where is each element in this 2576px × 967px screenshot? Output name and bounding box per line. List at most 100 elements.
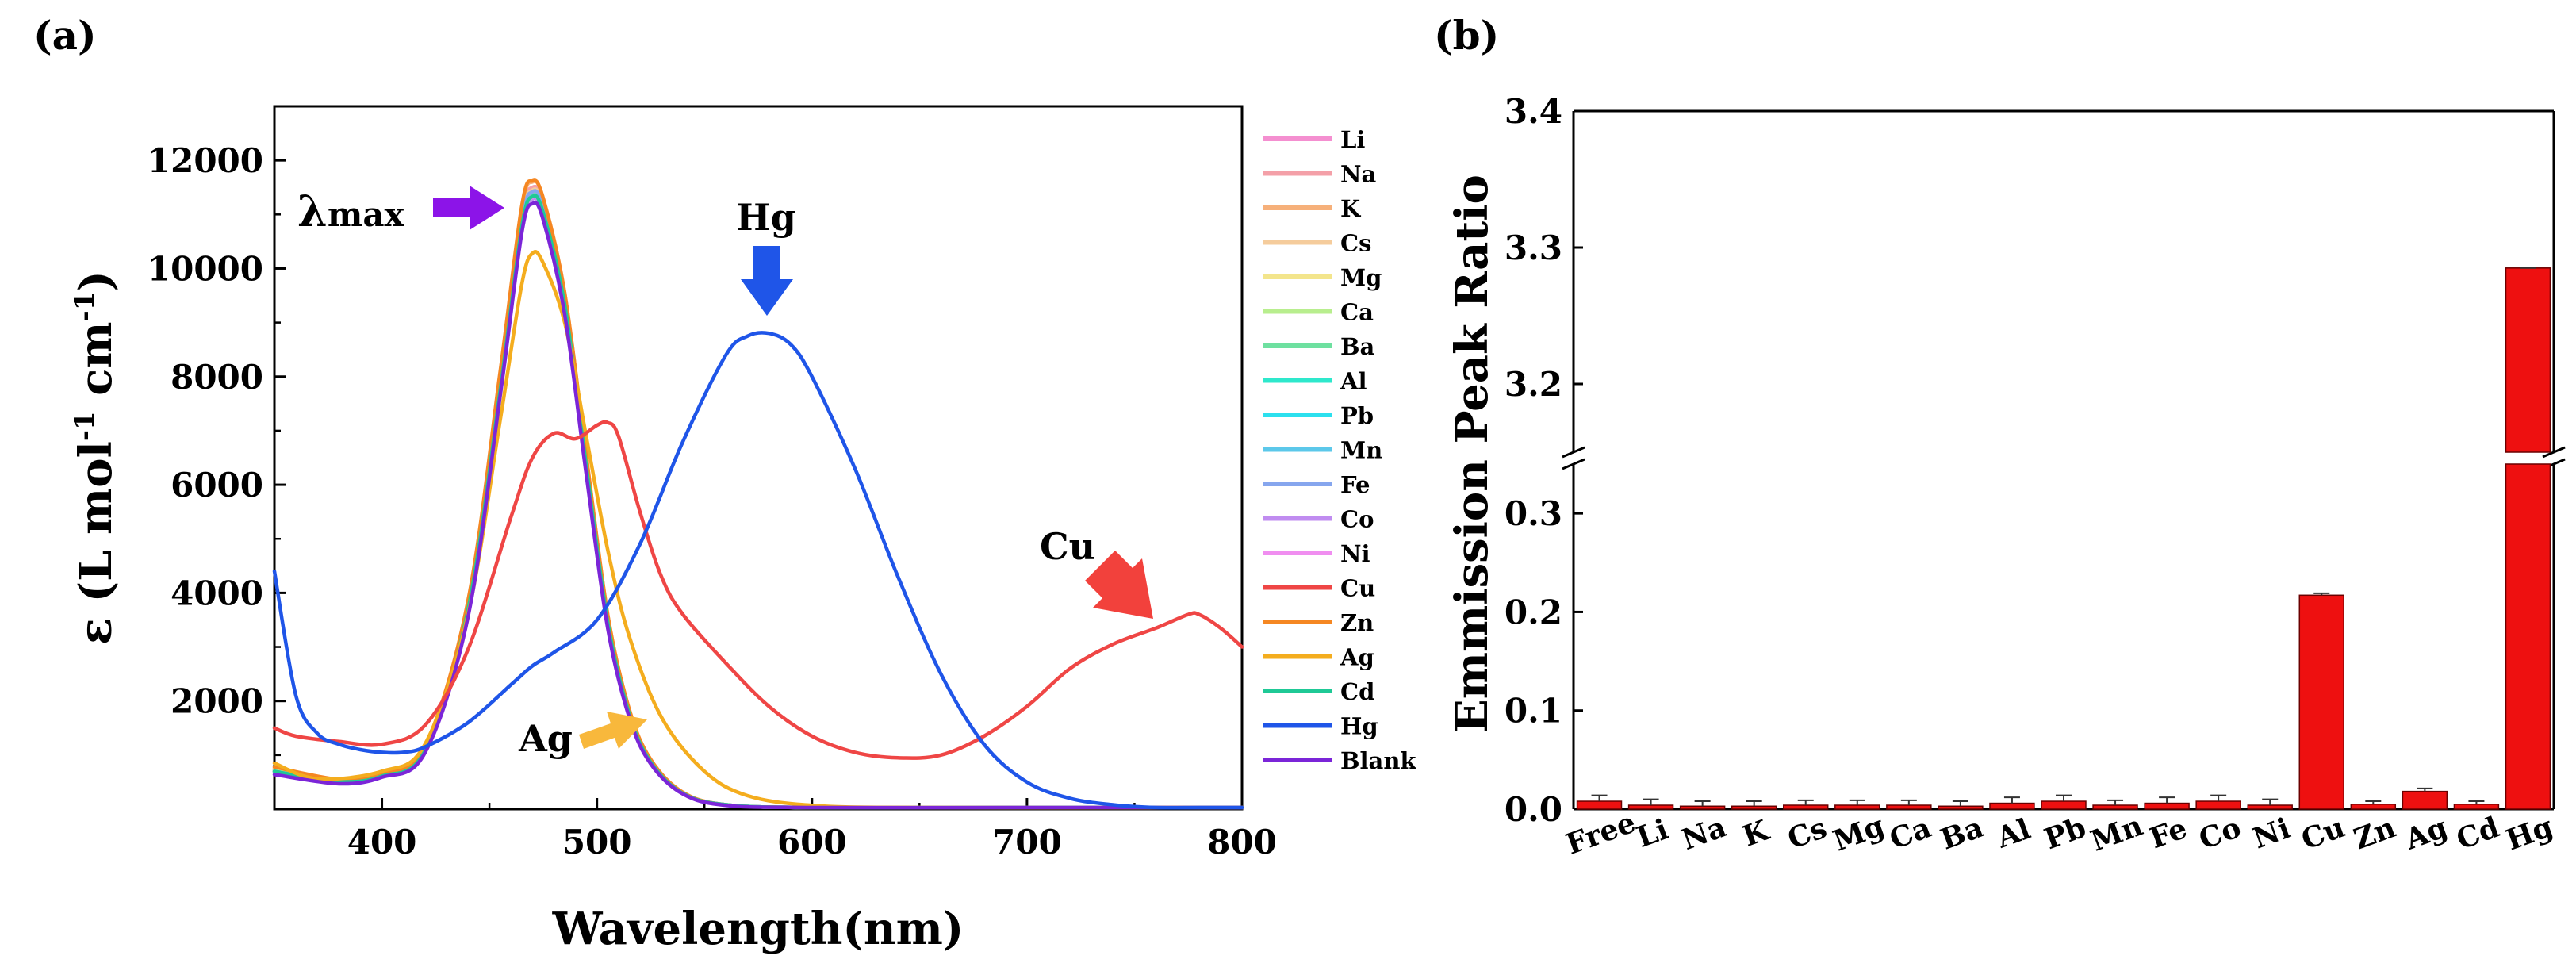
legend-label-ni: Ni <box>1340 540 1370 567</box>
x-tick-label-al: Al <box>1991 812 2034 855</box>
legend-label-cd: Cd <box>1340 678 1374 705</box>
legend-label-pb: Pb <box>1340 402 1374 429</box>
series-line-cu <box>272 420 1244 760</box>
bar-pb <box>2041 800 2087 810</box>
y-tick-label-12000: 12000 <box>148 141 263 180</box>
chart-b-ylabel: Emmission Peak Ratio <box>1446 175 1498 733</box>
legend-label-blank: Blank <box>1340 747 1416 774</box>
bar-mn <box>2092 804 2138 810</box>
legend-label-zn: Zn <box>1340 609 1374 636</box>
legend-label-ag: Ag <box>1340 644 1374 671</box>
series-line-hg <box>272 331 1244 810</box>
y-tick-label-4000: 4000 <box>171 574 263 612</box>
annotation-cu: Cu <box>1040 525 1095 568</box>
y-tick-label-upper-0: 3.2 <box>1505 365 1562 404</box>
x-tick-label-li: Li <box>1632 812 1673 854</box>
x-tick-label-700: 700 <box>992 823 1062 861</box>
y-tick-label-8000: 8000 <box>171 358 263 397</box>
x-tick-label-co: Co <box>2195 811 2245 856</box>
x-tick-label-mg: Mg <box>1829 809 1888 858</box>
annotation-lambda-max: λmax <box>297 186 405 236</box>
ylabel-sup-1: -1 <box>69 411 101 441</box>
y-tick-label-lower-0: 0.0 <box>1505 790 1562 829</box>
cu-arrow-icon <box>1085 551 1153 619</box>
chart-a: 400 500 600 700 800 2000 4000 6000 8000 10000 1200… <box>69 105 1416 955</box>
legend-label-hg: Hg <box>1340 713 1378 740</box>
y-tick-label-lower-1: 0.1 <box>1505 692 1562 731</box>
axis-break-mark-lower-0 <box>1562 458 1585 470</box>
svg-text:ε (L mol-1 cm-1): ε (L mol-1 cm-1) <box>69 271 122 645</box>
lambda-subscript: max <box>328 195 405 234</box>
x-tick-label-400: 400 <box>347 823 417 861</box>
legend-label-mg: Mg <box>1340 264 1382 291</box>
bar-zn <box>2350 804 2397 810</box>
legend-label-k: K <box>1340 195 1362 222</box>
bar-cs <box>1783 804 1829 810</box>
x-tick-label-fe: Fe <box>2145 812 2191 855</box>
bar-mg <box>1834 804 1880 810</box>
x-tick-label-600: 600 <box>777 823 847 861</box>
ylabel-part-1: ε (L mol <box>70 441 122 645</box>
axis-break-mark-upper-0 <box>1562 446 1585 459</box>
x-tick-label-k: K <box>1738 813 1774 854</box>
bar-co <box>2195 800 2241 810</box>
ag-arrow-icon <box>579 712 647 749</box>
y-tick-label-2000: 2000 <box>171 682 263 721</box>
bar-ag <box>2402 790 2448 810</box>
bar-k <box>1731 805 1777 810</box>
chart-a-ticks: 400 500 600 700 800 2000 4000 6000 8000 10000 1200… <box>148 105 1277 861</box>
legend-label-co: Co <box>1340 506 1374 533</box>
legend-label-na: Na <box>1340 161 1377 188</box>
annotation-hg: Hg <box>736 196 796 239</box>
y-tick-label-6000: 6000 <box>171 466 263 505</box>
lambda-symbol: λ <box>297 186 328 236</box>
legend-label-ba: Ba <box>1340 333 1375 360</box>
annotation-ag: Ag <box>518 717 573 760</box>
y-tick-label-upper-1: 3.3 <box>1505 228 1562 267</box>
x-tick-label-cs: Cs <box>1783 812 1830 856</box>
chart-a-ylabel: ε (L mol-1 cm-1) <box>69 271 122 645</box>
bar-na <box>1679 805 1726 810</box>
legend-label-li: Li <box>1340 126 1365 153</box>
hg-arrow-icon <box>741 246 793 316</box>
chart-a-legend: Li Na K Cs Mg Ca Ba Al Pb Mn Fe Co Ni Cu Zn Ag Cd Hg Blank <box>1263 126 1416 774</box>
x-tick-label-mn: Mn <box>2087 809 2147 858</box>
ylabel-part-3: ) <box>70 271 122 292</box>
panel-b-label: (b) <box>1434 12 1499 59</box>
bar-cu <box>2298 594 2344 810</box>
x-tick-label-ba: Ba <box>1936 811 1988 857</box>
ylabel-part-2: cm <box>70 321 122 411</box>
legend-label-ca: Ca <box>1340 299 1374 326</box>
y-tick-label-lower-2: 0.2 <box>1505 593 1562 631</box>
chart-b-axes: 0.0 0.1 0.2 0.3 3.2 3.3 3.4 <box>1505 92 2566 829</box>
chart-a-frame <box>273 105 1244 811</box>
bar-li <box>1627 804 1674 810</box>
x-tick-label-ca: Ca <box>1885 811 1935 856</box>
x-tick-label-free: Free <box>1562 806 1640 861</box>
x-tick-label-500: 500 <box>562 823 632 861</box>
legend-label-cu: Cu <box>1340 575 1375 602</box>
bar-hg-lower <box>2505 463 2551 810</box>
x-tick-label-cu: Cu <box>2297 811 2349 857</box>
bar-free <box>1576 800 1623 810</box>
x-tick-label-ag: Ag <box>2400 811 2451 857</box>
bar-hg-upper <box>2505 267 2551 453</box>
x-tick-label-zn: Zn <box>2349 811 2400 856</box>
x-tick-label-hg: Hg <box>2501 810 2557 858</box>
legend-label-fe: Fe <box>1340 471 1370 498</box>
bar-ba <box>1938 805 1984 810</box>
x-tick-label-na: Na <box>1677 810 1731 857</box>
bar-ni <box>2247 804 2293 810</box>
y-tick-label-upper-2: 3.4 <box>1505 92 1562 131</box>
x-tick-label-800: 800 <box>1207 823 1277 861</box>
x-tick-label-cd: Cd <box>2452 811 2504 857</box>
y-tick-label-lower-3: 0.3 <box>1505 494 1562 533</box>
bar-al <box>1989 802 2035 810</box>
legend-label-mn: Mn <box>1340 437 1382 464</box>
y-tick-label-10000: 10000 <box>148 249 263 288</box>
x-tick-label-ni: Ni <box>2248 812 2294 855</box>
bar-cd <box>2453 804 2500 810</box>
